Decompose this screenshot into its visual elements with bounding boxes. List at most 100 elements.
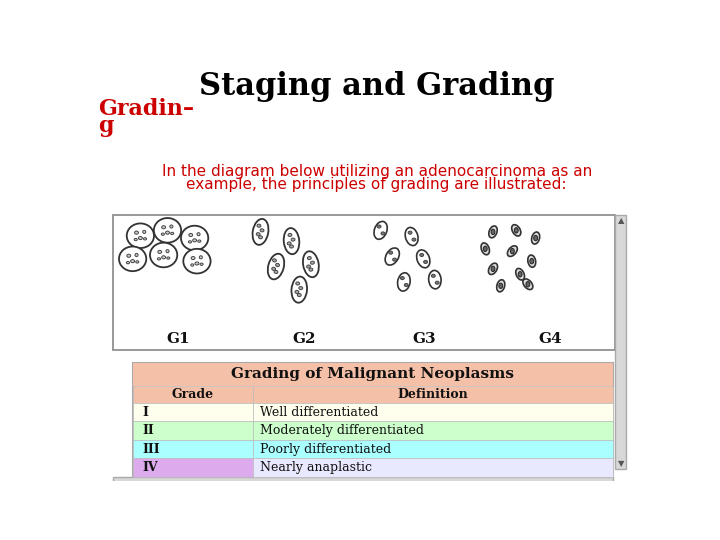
Ellipse shape xyxy=(198,240,201,242)
Ellipse shape xyxy=(512,225,521,236)
Ellipse shape xyxy=(135,253,138,256)
Ellipse shape xyxy=(127,261,130,264)
Ellipse shape xyxy=(271,267,276,271)
Ellipse shape xyxy=(287,242,291,245)
Ellipse shape xyxy=(162,256,166,259)
Ellipse shape xyxy=(253,219,269,245)
Ellipse shape xyxy=(289,245,294,248)
Bar xyxy=(253,386,613,403)
Ellipse shape xyxy=(189,233,193,237)
Ellipse shape xyxy=(404,284,408,287)
Ellipse shape xyxy=(514,228,518,233)
Ellipse shape xyxy=(184,249,210,273)
Ellipse shape xyxy=(170,225,173,228)
Ellipse shape xyxy=(488,263,498,274)
Ellipse shape xyxy=(431,274,436,278)
Ellipse shape xyxy=(167,257,170,259)
Ellipse shape xyxy=(436,281,439,284)
Ellipse shape xyxy=(195,262,199,265)
Ellipse shape xyxy=(134,239,138,241)
Text: ▲: ▲ xyxy=(618,216,624,225)
Ellipse shape xyxy=(162,226,166,229)
Bar xyxy=(132,363,613,477)
Ellipse shape xyxy=(158,251,162,253)
Ellipse shape xyxy=(276,264,279,267)
Bar xyxy=(253,403,613,421)
Ellipse shape xyxy=(158,258,161,260)
Text: III: III xyxy=(142,443,160,456)
Ellipse shape xyxy=(258,236,262,239)
Ellipse shape xyxy=(256,233,260,236)
Ellipse shape xyxy=(299,287,302,289)
Ellipse shape xyxy=(291,238,295,241)
Ellipse shape xyxy=(310,261,315,264)
Text: I: I xyxy=(142,406,148,419)
Ellipse shape xyxy=(377,225,381,228)
Ellipse shape xyxy=(119,247,146,271)
Text: g: g xyxy=(98,116,113,137)
Ellipse shape xyxy=(200,263,203,265)
Ellipse shape xyxy=(171,232,174,234)
Bar xyxy=(616,215,626,469)
Bar xyxy=(253,458,613,477)
Ellipse shape xyxy=(296,282,300,285)
Text: Grading of Malignant Neoplasms: Grading of Malignant Neoplasms xyxy=(231,367,514,381)
Ellipse shape xyxy=(131,260,135,262)
Text: G4: G4 xyxy=(539,332,562,346)
Ellipse shape xyxy=(518,272,522,277)
Ellipse shape xyxy=(397,273,410,291)
Ellipse shape xyxy=(143,231,145,233)
Ellipse shape xyxy=(284,228,300,254)
Bar xyxy=(253,421,613,440)
Ellipse shape xyxy=(499,283,503,288)
Ellipse shape xyxy=(497,280,505,292)
Ellipse shape xyxy=(193,239,197,242)
Ellipse shape xyxy=(297,293,301,296)
Ellipse shape xyxy=(417,250,430,268)
Text: II: II xyxy=(142,424,153,437)
Ellipse shape xyxy=(189,241,192,243)
Text: G2: G2 xyxy=(292,332,316,346)
Ellipse shape xyxy=(400,276,404,280)
Bar xyxy=(132,458,253,477)
Ellipse shape xyxy=(143,238,147,240)
Ellipse shape xyxy=(273,259,276,262)
Text: Staging and Grading: Staging and Grading xyxy=(199,71,554,102)
Ellipse shape xyxy=(154,218,181,242)
Ellipse shape xyxy=(307,256,311,260)
Ellipse shape xyxy=(295,291,299,294)
Ellipse shape xyxy=(303,251,319,277)
Ellipse shape xyxy=(428,271,441,289)
Ellipse shape xyxy=(166,231,169,234)
Ellipse shape xyxy=(381,232,385,235)
Ellipse shape xyxy=(489,226,498,238)
Ellipse shape xyxy=(531,232,540,244)
Ellipse shape xyxy=(191,256,195,260)
Bar xyxy=(132,403,253,421)
Ellipse shape xyxy=(136,261,139,263)
Text: ▼: ▼ xyxy=(618,459,624,468)
Ellipse shape xyxy=(127,254,131,257)
Ellipse shape xyxy=(161,233,164,235)
Text: G1: G1 xyxy=(167,332,190,346)
Ellipse shape xyxy=(534,235,538,241)
Ellipse shape xyxy=(307,265,310,268)
Ellipse shape xyxy=(408,231,412,234)
Ellipse shape xyxy=(138,237,143,240)
Ellipse shape xyxy=(530,259,534,264)
Ellipse shape xyxy=(420,253,423,256)
Ellipse shape xyxy=(309,268,312,271)
Ellipse shape xyxy=(508,246,518,256)
Ellipse shape xyxy=(166,249,169,253)
Text: Moderately differentiated: Moderately differentiated xyxy=(261,424,425,437)
Text: Poorly differentiated: Poorly differentiated xyxy=(261,443,392,456)
Ellipse shape xyxy=(199,256,202,259)
Ellipse shape xyxy=(483,246,487,252)
Text: Well differentiated: Well differentiated xyxy=(261,406,379,419)
Text: Grade: Grade xyxy=(171,388,214,401)
Ellipse shape xyxy=(528,255,536,267)
Text: Nearly anaplastic: Nearly anaplastic xyxy=(261,461,372,474)
Ellipse shape xyxy=(423,260,428,264)
Text: In the diagram below utilizing an adenocarcinoma as an: In the diagram below utilizing an adenoc… xyxy=(161,164,592,179)
Bar xyxy=(132,363,613,386)
